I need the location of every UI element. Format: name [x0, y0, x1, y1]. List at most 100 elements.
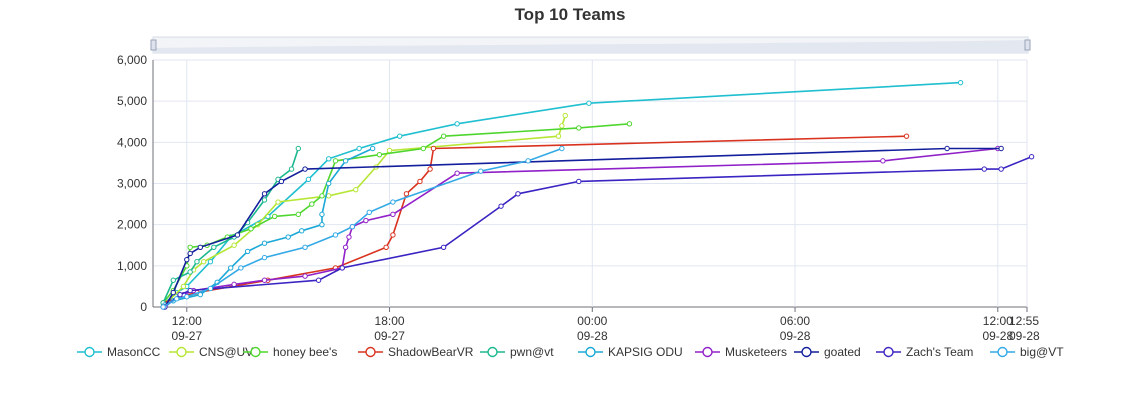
data-point[interactable] — [903, 133, 910, 139]
data-point[interactable] — [326, 180, 332, 187]
data-point[interactable] — [454, 170, 460, 176]
series-line[interactable] — [162, 147, 563, 308]
series-line[interactable] — [164, 155, 1032, 308]
zoom-handle-right[interactable] — [1024, 39, 1031, 51]
data-point[interactable] — [363, 217, 369, 224]
data-point[interactable] — [998, 145, 1004, 152]
data-point[interactable] — [187, 244, 193, 251]
data-point[interactable] — [319, 221, 325, 228]
data-point[interactable] — [184, 256, 190, 263]
data-point[interactable] — [238, 265, 244, 271]
data-point[interactable] — [231, 281, 237, 288]
data-point[interactable] — [170, 277, 176, 283]
legend-item-7[interactable]: goated — [794, 345, 861, 359]
data-point[interactable] — [1028, 154, 1035, 160]
data-point[interactable] — [586, 100, 592, 106]
data-point[interactable] — [326, 193, 332, 199]
data-point[interactable] — [170, 289, 176, 296]
data-point[interactable] — [356, 145, 362, 152]
data-point[interactable] — [957, 79, 964, 86]
legend-item-1[interactable]: CNS@UVa — [169, 345, 259, 359]
data-point[interactable] — [559, 123, 565, 129]
data-point[interactable] — [562, 112, 568, 119]
data-point[interactable] — [187, 250, 193, 257]
data-point[interactable] — [576, 178, 582, 185]
data-point[interactable] — [261, 191, 268, 197]
data-point[interactable] — [302, 166, 308, 172]
data-point[interactable] — [309, 201, 315, 207]
data-point[interactable] — [302, 273, 308, 279]
series-line[interactable] — [164, 147, 373, 306]
data-point[interactable] — [302, 244, 308, 251]
data-point[interactable] — [376, 151, 383, 158]
data-point[interactable] — [248, 226, 254, 232]
data-point[interactable] — [332, 158, 339, 164]
legend[interactable]: MasonCC CNS@UVa honey bee's ShadowBearVR pwn… — [77, 345, 1064, 359]
data-point[interactable] — [261, 197, 268, 203]
data-point[interactable] — [200, 259, 207, 265]
legend-item-3[interactable]: ShadowBearVR — [358, 345, 474, 359]
data-point[interactable] — [498, 203, 504, 209]
data-point[interactable] — [285, 234, 291, 240]
series-line[interactable] — [162, 148, 300, 304]
data-point[interactable] — [319, 193, 325, 199]
data-point[interactable] — [349, 224, 356, 230]
legend-item-8[interactable]: Zach's Team — [876, 345, 973, 359]
legend-item-5[interactable]: KAPSIG ODU — [578, 345, 683, 359]
data-point[interactable] — [369, 145, 376, 152]
data-point[interactable] — [998, 166, 1004, 172]
data-point[interactable] — [187, 287, 193, 294]
data-point[interactable] — [231, 242, 237, 248]
data-point[interactable] — [271, 213, 278, 220]
data-point[interactable] — [880, 158, 886, 164]
data-point[interactable] — [295, 211, 302, 218]
data-point[interactable] — [478, 168, 484, 174]
data-point[interactable] — [346, 234, 352, 240]
data-point[interactable] — [555, 133, 562, 139]
data-point[interactable] — [559, 145, 565, 152]
data-point[interactable] — [396, 133, 403, 139]
data-point[interactable] — [261, 254, 268, 261]
data-point[interactable] — [305, 176, 312, 183]
data-point[interactable] — [576, 125, 582, 131]
data-point[interactable] — [234, 232, 241, 238]
data-point[interactable] — [319, 211, 325, 218]
data-point[interactable] — [197, 244, 204, 251]
data-point[interactable] — [298, 228, 305, 234]
data-point[interactable] — [403, 191, 410, 197]
data-point[interactable] — [525, 158, 531, 164]
data-point[interactable] — [211, 244, 217, 251]
data-point[interactable] — [244, 248, 251, 255]
data-point[interactable] — [261, 240, 268, 246]
data-point[interactable] — [390, 232, 396, 238]
data-point[interactable] — [187, 269, 193, 275]
data-point[interactable] — [981, 166, 987, 172]
data-point[interactable] — [288, 166, 295, 172]
legend-item-2[interactable]: honey bee's — [243, 345, 337, 359]
data-point[interactable] — [342, 244, 349, 251]
data-point[interactable] — [390, 199, 396, 205]
data-point[interactable] — [339, 265, 345, 271]
data-point[interactable] — [366, 209, 372, 216]
data-point[interactable] — [275, 199, 281, 205]
data-point[interactable] — [417, 178, 423, 185]
data-point[interactable] — [515, 191, 521, 197]
data-point[interactable] — [454, 121, 460, 127]
data-point[interactable] — [353, 186, 359, 193]
data-point[interactable] — [626, 121, 633, 127]
data-point[interactable] — [194, 259, 200, 265]
data-point[interactable] — [430, 145, 437, 152]
legend-item-0[interactable]: MasonCC — [77, 345, 161, 359]
data-point[interactable] — [173, 296, 180, 302]
data-point[interactable] — [207, 285, 214, 292]
data-point[interactable] — [332, 232, 339, 238]
data-point[interactable] — [440, 133, 447, 139]
data-point[interactable] — [228, 265, 234, 271]
legend-item-6[interactable]: Musketeers — [695, 345, 787, 359]
series-line[interactable] — [165, 115, 567, 304]
legend-item-4[interactable]: pwn@vt — [480, 345, 554, 359]
data-point[interactable] — [390, 211, 396, 218]
data-point[interactable] — [184, 294, 190, 300]
data-point[interactable] — [944, 145, 950, 152]
legend-item-9[interactable]: big@VT — [990, 345, 1064, 359]
